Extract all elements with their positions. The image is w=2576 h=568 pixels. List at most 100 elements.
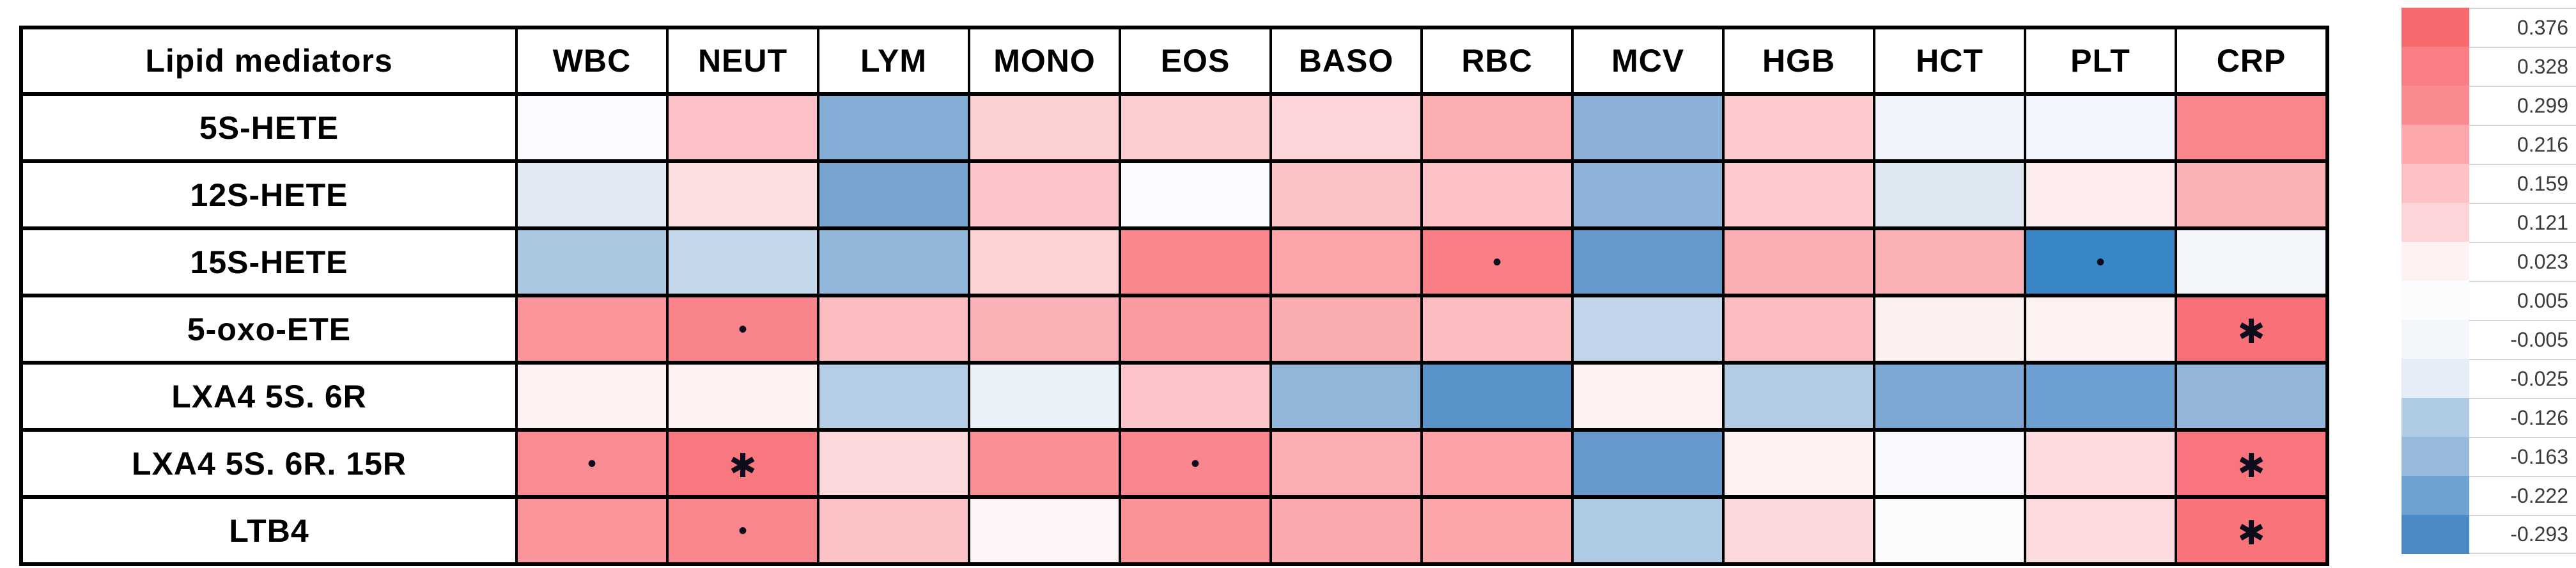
heat-cell — [518, 230, 666, 294]
heat-cell — [1121, 96, 1269, 159]
legend-swatch — [2401, 86, 2469, 125]
heat-cell — [2026, 297, 2175, 361]
heat-cell — [1272, 96, 1420, 159]
legend-value: -0.222 — [2469, 476, 2576, 515]
heat-cell — [1725, 499, 1873, 562]
column-header-eos: EOS — [1121, 29, 1269, 92]
legend-value: -0.293 — [2469, 515, 2576, 554]
legend-value: 0.299 — [2469, 86, 2576, 125]
legend-swatch — [2401, 8, 2469, 47]
heat-cell — [669, 230, 817, 294]
heat-cell — [970, 297, 1119, 361]
heat-cell: ✱ — [669, 432, 817, 495]
heat-cell: • — [518, 432, 666, 495]
legend-value: -0.025 — [2469, 359, 2576, 398]
color-scale-legend: 0.376 0.328 0.299 0.216 0.159 0.121 0.023 0.005… — [2401, 8, 2576, 554]
heat-cell — [1875, 499, 2024, 562]
heat-cell — [1725, 365, 1873, 428]
heat-cell — [1574, 432, 1722, 495]
heat-cell — [1875, 432, 2024, 495]
heat-cell — [1121, 499, 1269, 562]
legend-value: 0.005 — [2469, 281, 2576, 320]
heat-cell — [518, 499, 666, 562]
heat-cell — [1574, 297, 1722, 361]
legend-swatch — [2401, 242, 2469, 281]
heat-cell — [669, 365, 817, 428]
heat-cell — [1121, 163, 1269, 226]
row-label: LXA4 5S. 6R — [23, 365, 515, 428]
heat-cell — [970, 96, 1119, 159]
heat-cell — [2026, 163, 2175, 226]
heat-cell: ✱ — [2177, 432, 2325, 495]
significance-marker: • — [587, 449, 596, 478]
legend-value: 0.121 — [2469, 203, 2576, 242]
heat-cell: ✱ — [2177, 499, 2325, 562]
heat-cell — [819, 297, 968, 361]
column-header-hct: HCT — [1875, 29, 2024, 92]
column-header-mono: MONO — [970, 29, 1119, 92]
heat-cell — [819, 432, 968, 495]
legend-value: -0.163 — [2469, 437, 2576, 476]
heat-cell: • — [669, 499, 817, 562]
row-label: 5S-HETE — [23, 96, 515, 159]
heat-cell — [1574, 230, 1722, 294]
heat-cell — [1121, 297, 1269, 361]
heat-cell — [2177, 96, 2325, 159]
heat-cell — [970, 499, 1119, 562]
heat-cell — [1574, 96, 1722, 159]
column-header-plt: PLT — [2026, 29, 2175, 92]
heat-cell — [518, 365, 666, 428]
significance-marker: ✱ — [2237, 313, 2265, 351]
heat-cell — [1423, 297, 1571, 361]
row-label: 15S-HETE — [23, 230, 515, 294]
heat-cell — [518, 163, 666, 226]
column-header-lym: LYM — [819, 29, 968, 92]
legend-swatch — [2401, 476, 2469, 515]
heat-cell — [2026, 499, 2175, 562]
heat-cell — [1121, 230, 1269, 294]
legend-value: -0.005 — [2469, 320, 2576, 359]
significance-marker: ✱ — [729, 447, 757, 485]
heat-cell — [1272, 365, 1420, 428]
heat-cell — [1423, 365, 1571, 428]
heat-cell: • — [1121, 432, 1269, 495]
heat-cell: ✱ — [2177, 297, 2325, 361]
column-header-mcv: MCV — [1574, 29, 1722, 92]
heat-cell — [2026, 365, 2175, 428]
legend-swatch — [2401, 515, 2469, 554]
heat-cell — [669, 96, 817, 159]
heat-cell — [1423, 499, 1571, 562]
heat-cell — [1725, 230, 1873, 294]
heat-cell — [2177, 163, 2325, 226]
significance-marker: • — [1492, 248, 1501, 276]
row-label: LXA4 5S. 6R. 15R — [23, 432, 515, 495]
heat-cell — [1272, 163, 1420, 226]
legend-value: 0.023 — [2469, 242, 2576, 281]
heat-cell — [819, 499, 968, 562]
heat-cell — [2026, 432, 2175, 495]
heat-cell — [1272, 432, 1420, 495]
legend-value: -0.126 — [2469, 398, 2576, 437]
heat-cell — [1423, 163, 1571, 226]
heat-cell — [1875, 297, 2024, 361]
heat-cell — [1272, 297, 1420, 361]
heat-cell — [1574, 499, 1722, 562]
legend-value: 0.216 — [2469, 125, 2576, 164]
significance-marker: ✱ — [2237, 514, 2265, 552]
heat-cell — [1121, 365, 1269, 428]
heat-cell — [970, 163, 1119, 226]
legend-swatch — [2401, 320, 2469, 359]
significance-marker: • — [738, 315, 747, 343]
row-label: LTB4 — [23, 499, 515, 562]
legend-swatch — [2401, 281, 2469, 320]
heat-cell — [1272, 230, 1420, 294]
legend-value: 0.328 — [2469, 47, 2576, 86]
heat-cell: • — [1423, 230, 1571, 294]
legend-swatch — [2401, 398, 2469, 437]
heat-cell — [2177, 365, 2325, 428]
heat-cell — [1423, 96, 1571, 159]
heat-cell — [518, 297, 666, 361]
legend-swatch — [2401, 164, 2469, 203]
column-header-hgb: HGB — [1725, 29, 1873, 92]
